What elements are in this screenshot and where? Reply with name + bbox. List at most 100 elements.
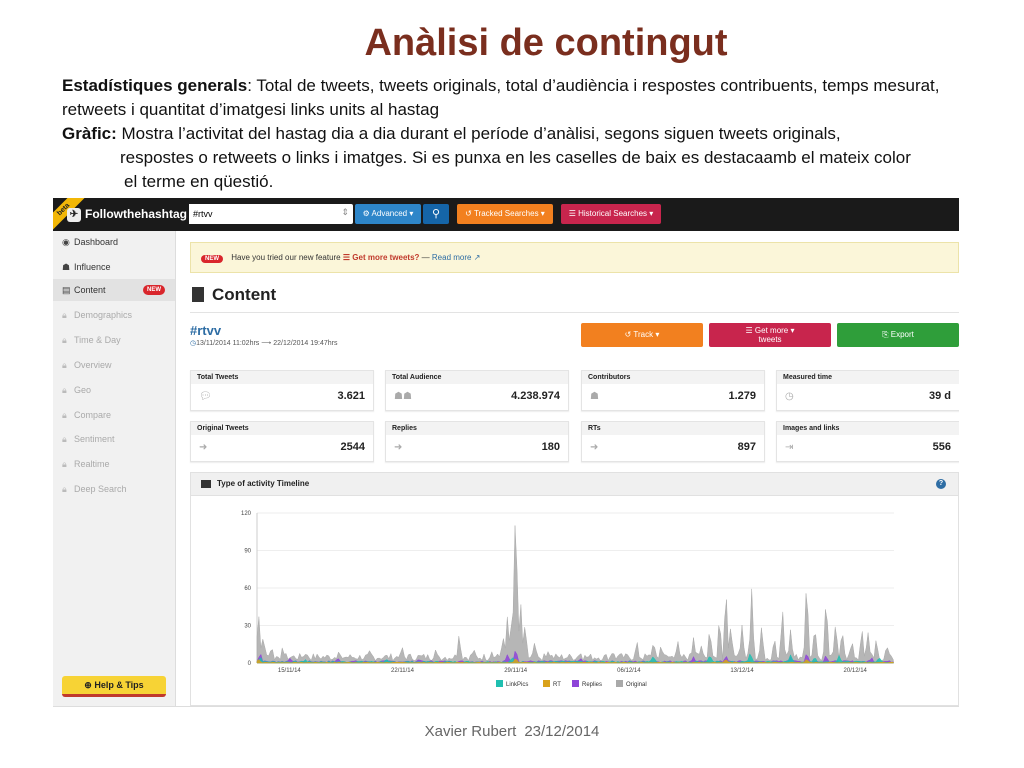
comment-icon: 💬︎ [199,391,212,402]
stat-label: RTs [582,422,764,435]
legend-linkpics[interactable]: LinkPics [496,680,528,688]
get-more-tweets-link[interactable]: ☰ Get more tweets? [343,253,420,262]
stepper-icon[interactable]: ⇕ [341,207,349,217]
legend-swatch [496,680,503,687]
sidebar-item-influence[interactable]: ☗ Influence [53,256,175,278]
sidebar-label: Sentiment [74,434,115,444]
sidebar-item-content[interactable]: ▤ Content NEW [53,279,175,301]
new-badge: NEW [143,285,165,295]
timeline-chart: 0 30 60 90 120 15/11/14 22/11/14 29/11/14 06/12/… [190,496,959,706]
stat-value: 180 [541,441,560,453]
stat-rts: RTs ➜ 897 [581,421,765,462]
stat-original-tweets: Original Tweets ➜ 2544 [190,421,374,462]
signin-icon: ➜ [590,442,599,453]
lock-icon: 🔒︎ [62,335,67,345]
sidebar-item-compare[interactable]: 🔒︎ Compare [53,404,175,426]
sidebar-label: Dashboard [74,237,119,247]
sidebar-label: Geo [74,385,92,395]
stat-label: Measured time [777,371,959,384]
search-input[interactable] [189,204,337,224]
history-icon: ↺ [624,330,634,339]
new-badge: NEW [201,255,223,263]
lock-icon: 🔒︎ [62,484,67,494]
sidebar-item-deep-search[interactable]: 🔒︎ Deep Search [53,478,175,500]
chart-description: Gràfic: Mostra l’activitat del hastag di… [62,122,982,194]
legend-rt[interactable]: RT [543,680,561,688]
get-more-tweets-button[interactable]: ☰ Get more ▾ tweets [709,323,831,347]
document-icon: ▤ [62,285,71,295]
chart-text-line-2: respostes o retweets o links i imatges. … [120,148,911,167]
legend-original[interactable]: Original [616,680,647,688]
stat-value: 2544 [340,441,365,453]
series-replies [256,650,894,664]
export-icon: ⎘ [882,330,891,339]
x-tick-label: 13/12/14 [730,668,754,674]
logo-text: Followthehashtag [85,207,187,221]
x-tick-label: 29/11/14 [504,668,528,674]
advanced-label: Advanced [371,209,408,218]
read-more-label: Read more [431,253,472,262]
sidebar-label: Time & Day [74,335,121,345]
x-tick-label: 22/11/14 [391,668,415,674]
timeline-icon [201,480,211,488]
history-icon: ↺ [465,209,474,218]
logo[interactable]: ✈ Followthehashtag [67,207,187,222]
y-tick-label: 0 [248,661,252,667]
database-icon: ☰ [745,326,755,335]
legend-replies[interactable]: Replies [572,680,602,688]
historical-label: Historical Searches [578,209,648,218]
database-icon: ☰ [342,253,353,262]
sidebar-label: Realtime [74,459,110,469]
hashtag-title: #rtvv [190,323,222,338]
stat-label: Original Tweets [191,422,373,435]
external-link-icon: ↗ [473,253,481,262]
stat-value: 39 d [928,390,951,402]
legend-label: RT [553,682,561,688]
date-range: ◷13/11/2014 11:02hrs ⟶ 22/12/2014 19:47h… [190,339,337,347]
lock-icon: 🔒︎ [62,459,67,469]
sidebar-item-demographics[interactable]: 🔒︎ Demographics [53,304,175,326]
export-button[interactable]: ⎘ Export [837,323,959,347]
stat-label: Images and links [777,422,959,435]
general-stats-text: : Total de tweets, tweets originals, tot… [62,76,940,119]
clock-icon: ◷ [785,391,794,402]
series-rt [256,658,894,664]
sidebar-label: Compare [74,410,112,420]
lifebuoy-icon: ⊕ [84,680,95,690]
advanced-button[interactable]: ⚙ Advanced ▾ [355,204,421,224]
legend-label: LinkPics [506,682,529,688]
sidebar-item-realtime[interactable]: 🔒︎ Realtime [53,453,175,475]
lock-icon: 🔒︎ [62,434,67,444]
tracked-searches-button[interactable]: ↺ Tracked Searches ▾ [457,204,553,224]
sidebar-item-overview[interactable]: 🔒︎ Overview [53,354,175,376]
search-button[interactable]: ⚲ [423,204,449,224]
top-bar: beta ✈Followthehashtag ⇕ ⚙ Advanced ▾ ⚲ … [53,198,959,232]
footer-date: 23/12/2014 [524,723,600,740]
read-more-link[interactable]: Read more ↗ [432,253,481,262]
help-icon[interactable]: ? [936,479,946,489]
sidebar-label: Content [74,285,106,295]
footer-author: Xavier Rubert [424,723,517,740]
sidebar-item-geo[interactable]: 🔒︎ Geo [53,379,175,401]
help-tips-button[interactable]: ⊕ Help & Tips [62,676,166,697]
sidebar-item-sentiment[interactable]: 🔒︎ Sentiment [53,428,175,450]
date-from: 13/11/2014 11:02hrs [196,340,260,347]
sidebar-item-time-day[interactable]: 🔒︎ Time & Day [53,329,175,351]
x-tick-label: 06/12/14 [617,668,641,674]
sidebar-item-dashboard[interactable]: ◉ Dashboard [53,231,175,253]
y-tick-label: 60 [244,586,251,592]
y-tick-label: 90 [244,549,251,555]
stat-images-links: Images and links ⇥ 556 [776,421,959,462]
dashboard-icon: ◉ [62,237,70,247]
stat-replies: Replies ➜ 180 [385,421,569,462]
chart-heading: Gràfic: [62,124,117,143]
search-icon: ⚲ [431,208,441,220]
historical-searches-button[interactable]: ☰ Historical Searches ▾ [561,204,661,224]
stat-total-tweets: Total Tweets 💬︎ 3.621 [190,370,374,411]
stat-total-audience: Total Audience ☗☗ 4.238.974 [385,370,569,411]
search-box: ⇕ [189,204,353,224]
stat-label: Contributors [582,371,764,384]
notice-dash: — [421,253,430,262]
track-button[interactable]: ↺ Track ▾ [581,323,703,347]
tracked-label: Tracked Searches [473,209,539,218]
